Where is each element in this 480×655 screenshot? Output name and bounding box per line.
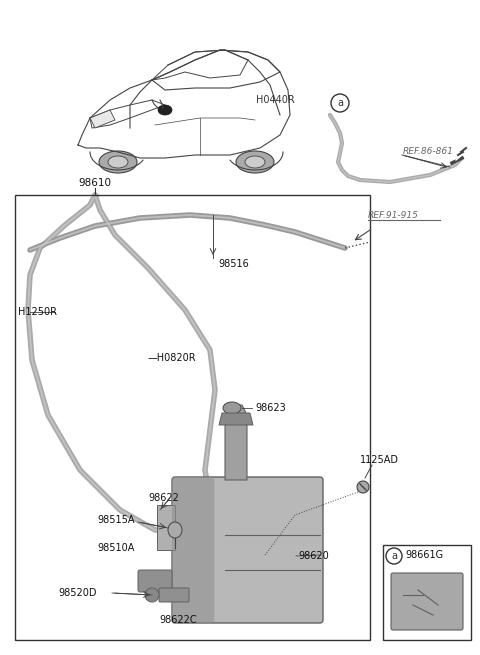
Ellipse shape [245, 156, 265, 168]
Ellipse shape [158, 105, 172, 115]
Text: —H0820R: —H0820R [148, 353, 197, 363]
Text: a: a [337, 98, 343, 108]
Text: a: a [391, 551, 397, 561]
Text: 98622C: 98622C [159, 615, 197, 625]
Text: H0440R: H0440R [256, 95, 295, 105]
Text: 98623: 98623 [255, 403, 286, 413]
Text: 98510A: 98510A [97, 543, 134, 553]
FancyBboxPatch shape [391, 573, 463, 630]
Ellipse shape [145, 588, 159, 602]
Text: 98610: 98610 [79, 178, 111, 188]
FancyBboxPatch shape [172, 477, 323, 623]
Ellipse shape [223, 402, 241, 414]
Bar [383, 545, 471, 640]
Text: 1125AD: 1125AD [360, 455, 399, 465]
Ellipse shape [99, 151, 137, 173]
Text: 98620: 98620 [298, 551, 329, 561]
Text: 98520D: 98520D [58, 588, 96, 598]
Text: REF.91-915: REF.91-915 [368, 210, 419, 219]
Text: REF.86-861: REF.86-861 [403, 147, 454, 157]
Bar [15, 195, 370, 640]
FancyBboxPatch shape [172, 477, 214, 623]
FancyBboxPatch shape [159, 588, 189, 602]
Text: 98661G: 98661G [405, 550, 443, 560]
Polygon shape [225, 405, 247, 480]
Text: 98515A: 98515A [97, 515, 134, 525]
FancyBboxPatch shape [138, 570, 172, 592]
Polygon shape [219, 413, 253, 425]
Text: 98622: 98622 [148, 493, 179, 503]
Ellipse shape [236, 151, 274, 173]
Ellipse shape [168, 522, 182, 538]
Text: 98516: 98516 [218, 259, 249, 269]
Text: H1250R: H1250R [18, 307, 57, 317]
Ellipse shape [357, 481, 369, 493]
Polygon shape [157, 505, 175, 550]
Polygon shape [90, 110, 115, 128]
Ellipse shape [108, 156, 128, 168]
